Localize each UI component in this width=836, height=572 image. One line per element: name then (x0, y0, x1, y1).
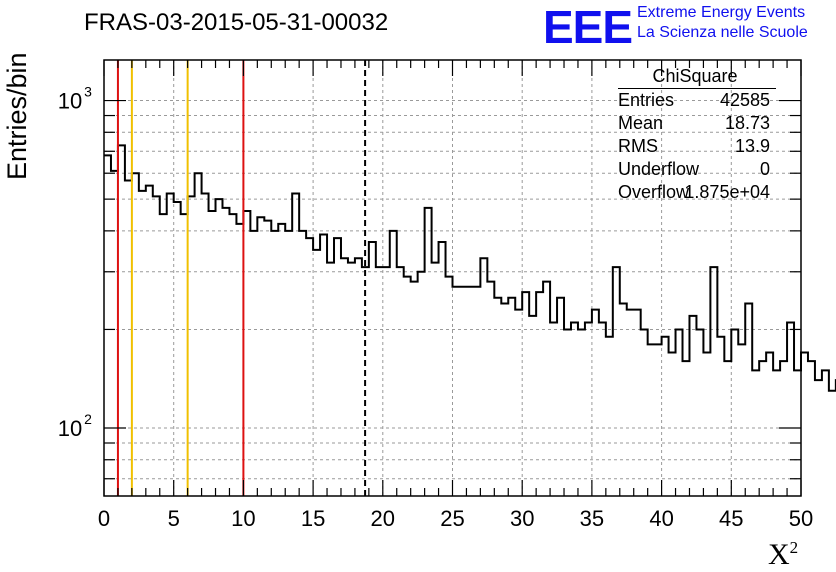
stats-row-entries: Entries 42585 (612, 90, 778, 113)
logo-line-2: La Scienza nelle Scuole (637, 24, 808, 41)
x-axis-label: X2 (768, 538, 798, 572)
logo-line-1: Extreme Energy Events (637, 4, 806, 21)
stats-row-underflow: Underflow 0 (612, 159, 778, 182)
stats-key: Entries (618, 90, 675, 110)
y-tick-label: 10 (58, 89, 82, 114)
stats-value: 18.73 (724, 113, 770, 133)
stats-value: 42585 (719, 90, 770, 110)
stats-row-overflow: Overflow 1.875e+04 (612, 182, 778, 205)
chart-title: FRAS-03-2015-05-31-00032 (84, 9, 389, 36)
eee-logo-mark: EEE (543, 1, 633, 53)
x-tick-label: 5 (168, 506, 180, 531)
stats-row-mean: Mean 18.73 (612, 113, 778, 136)
stats-divider (618, 88, 776, 89)
stats-value: 0 (759, 159, 770, 179)
histogram-line (104, 144, 836, 392)
x-tick-label: 0 (98, 506, 110, 531)
y-tick-exponent: 3 (84, 84, 92, 100)
x-tick-label: 45 (719, 506, 743, 531)
x-tick-label: 50 (789, 506, 813, 531)
x-tick-label: 15 (301, 506, 325, 531)
x-tick-label: 20 (371, 506, 395, 531)
stats-value: 1.875e+04 (684, 182, 770, 202)
stats-title: ChiSquare (652, 66, 738, 86)
y-axis-label: Entries/bin (2, 52, 32, 180)
x-tick-label: 30 (510, 506, 534, 531)
x-tick-label: 10 (231, 506, 255, 531)
x-axis-label-sup: 2 (789, 538, 799, 557)
stats-key: Underflow (618, 159, 700, 179)
stats-value: 13.9 (734, 136, 770, 156)
y-tick-label: 10 (58, 416, 82, 441)
y-tick-exponent: 2 (84, 411, 92, 427)
stats-box: ChiSquare Entries 42585 Mean 18.73 RMS 13.9… (612, 66, 778, 205)
x-tick-label: 25 (440, 506, 464, 531)
stats-key: RMS (618, 136, 658, 156)
stats-row-rms: RMS 13.9 (612, 136, 778, 159)
x-axis-label-base: X (768, 538, 790, 571)
x-tick-label: 35 (580, 506, 604, 531)
x-tick-label: 40 (649, 506, 673, 531)
stats-key: Mean (618, 113, 664, 133)
stats-key: Overflow (618, 182, 690, 202)
